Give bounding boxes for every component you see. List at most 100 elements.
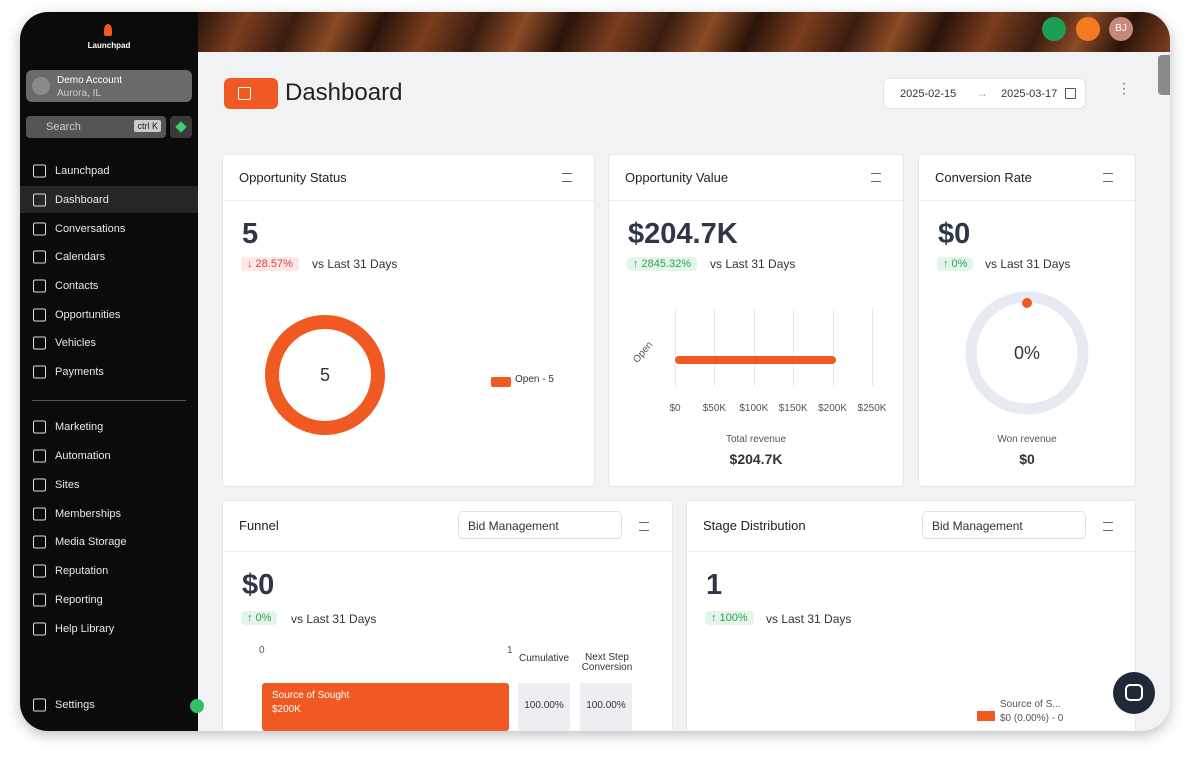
axis-end: 1 [507, 645, 513, 656]
column-header: Next Step Conversion [581, 652, 633, 673]
nav-icon [33, 308, 46, 322]
account-switcher[interactable]: Demo Account Aurora, IL [26, 70, 192, 102]
metric-value: 1 [706, 569, 723, 601]
nav-item[interactable]: Reputation [55, 565, 109, 577]
card-filter[interactable] [1103, 173, 1113, 182]
date-arrow: → [976, 86, 988, 100]
metric-change: ↑ 2845.32% [627, 257, 698, 271]
nav-icon [33, 593, 46, 607]
gauge-marker [1022, 298, 1032, 308]
footer-label: Won revenue [997, 434, 1057, 445]
search-box[interactable]: Search ctrl K [26, 116, 166, 138]
nav-item[interactable]: Marketing [55, 421, 104, 433]
nav-icon [33, 164, 46, 178]
account-avatar [32, 77, 50, 95]
account-name: Demo Account [57, 75, 123, 86]
search-shortcut: ctrl K [134, 120, 161, 132]
phone-button[interactable] [1042, 17, 1066, 41]
grid-line [675, 309, 676, 386]
chat-widget[interactable] [1113, 672, 1155, 714]
x-tick-label: $50K [702, 403, 727, 414]
chat-icon [1125, 684, 1143, 701]
funnel-card: Funnel Bid Management $0 ↑ 0% vs Last 31… [222, 500, 673, 731]
grid-line [872, 309, 873, 386]
card-divider [609, 200, 903, 201]
legend-label: Open - 5 [515, 374, 554, 385]
nav-item[interactable]: Calendars [55, 251, 106, 263]
conversion-cell: 100.00% [580, 683, 632, 731]
donut-label: 5 [319, 365, 330, 385]
metric-comparison: vs Last 31 Days [710, 257, 796, 271]
side-panel-toggle[interactable] [1158, 55, 1170, 95]
x-tick-label: $200K [818, 403, 848, 414]
nav-item[interactable]: Contacts [55, 280, 99, 292]
nav-item[interactable]: Automation [55, 450, 111, 462]
card-title: Funnel [239, 518, 279, 533]
card-filter[interactable] [871, 173, 881, 182]
nav-icon [33, 279, 46, 293]
timer-button[interactable] [1076, 17, 1100, 41]
more-menu[interactable]: ⋮ [1117, 80, 1131, 96]
collapse-sidebar[interactable] [190, 699, 204, 713]
nav-item[interactable]: Vehicles [55, 337, 96, 349]
search-placeholder: Search [46, 121, 81, 133]
card-filter[interactable] [1103, 522, 1113, 531]
card-title: Opportunity Value [625, 170, 729, 185]
card-title: Stage Distribution [703, 518, 806, 533]
metric-value: $0 [938, 218, 971, 250]
card-filter[interactable] [562, 173, 572, 182]
opportunity-value-card: Opportunity Value $204.7K ↑ 2845.32% vs … [608, 154, 904, 487]
card-filter[interactable] [639, 522, 649, 531]
metric-change: ↑ 0% [937, 257, 974, 271]
top-bar: BJ [198, 12, 1170, 52]
grid-line [753, 309, 755, 386]
nav-item[interactable]: Launchpad [55, 165, 110, 177]
card-divider [919, 200, 1135, 201]
grid-line [714, 309, 716, 386]
footer-label: Total revenue [725, 434, 787, 445]
grid-line [793, 309, 795, 386]
nav-icon [33, 250, 46, 264]
metric-comparison: vs Last 31 Days [291, 612, 377, 626]
nav-item[interactable]: Help Library [55, 623, 115, 635]
nav-icon [33, 365, 46, 379]
nav-item[interactable]: Memberships [55, 508, 122, 520]
nav-item[interactable]: Media Storage [55, 536, 127, 548]
x-tick-label: $100K [739, 403, 769, 414]
nav-icon [33, 193, 46, 207]
date-range-picker[interactable]: 2025-02-15 → 2025-03-17 [883, 78, 1086, 109]
nav-icon [33, 336, 46, 350]
switcher-icon [238, 87, 251, 100]
date-start: 2025-02-15 [900, 88, 957, 100]
nav-item[interactable]: Dashboard [55, 194, 109, 206]
nav-icon [33, 449, 46, 463]
footer-value: $0 [1019, 451, 1035, 467]
quick-action[interactable] [170, 116, 192, 138]
pipeline-dropdown[interactable]: Bid Management [922, 511, 1086, 539]
user-avatar[interactable]: BJ [1109, 17, 1133, 41]
legend-swatch [491, 377, 511, 387]
nav-item[interactable]: Payments [55, 366, 104, 378]
nav-item[interactable]: Conversations [55, 223, 126, 235]
nav-icon [33, 222, 46, 236]
metric-change: ↑ 0% [241, 611, 278, 625]
calendar-icon [1065, 88, 1076, 99]
nav-icon [33, 535, 46, 549]
metric-value: 5 [242, 218, 259, 250]
bar [675, 356, 837, 364]
gauge-label: 0% [1013, 343, 1040, 363]
nav-item[interactable]: Sites [55, 479, 80, 491]
card-title: Conversion Rate [935, 170, 1032, 185]
column-header: Cumulative [518, 653, 570, 664]
sidebar: Launchpad Demo Account Aurora, IL Search… [20, 12, 204, 731]
metric-change: ↑ 100% [705, 611, 754, 625]
nav-item[interactable]: Opportunities [55, 309, 121, 321]
pipeline-dropdown[interactable]: Bid Management [458, 511, 622, 539]
card-divider [687, 551, 1135, 552]
card-divider [223, 200, 594, 201]
dashboard-switcher[interactable] [224, 78, 278, 109]
nav-item[interactable]: Reporting [55, 594, 103, 606]
bar-category: Open [631, 339, 656, 366]
settings-link[interactable]: Settings [55, 699, 95, 711]
account-location: Aurora, IL [57, 88, 101, 99]
